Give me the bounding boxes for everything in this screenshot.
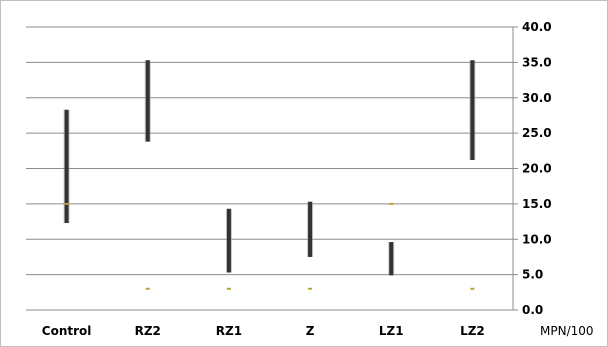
category-label: Z	[306, 324, 315, 338]
category-label: Control	[42, 324, 92, 338]
range-bar	[145, 60, 150, 142]
category-label: RZ2	[135, 324, 161, 338]
y-tick-label: 25.0	[522, 126, 552, 140]
y-tick-labels: 0.0 5.0 10.0 15.0 20.0 25.0 30.0 35.0 40.0	[522, 20, 552, 317]
marker-point	[226, 287, 231, 290]
y-tick-label: 35.0	[522, 55, 552, 69]
category-label: LZ2	[460, 324, 485, 338]
range-bar	[389, 242, 394, 276]
y-tick-label: 10.0	[522, 232, 552, 246]
y-axis	[512, 26, 518, 311]
y-tick-label: 0.0	[522, 303, 543, 317]
range-bar	[64, 109, 69, 223]
range-bar	[308, 201, 313, 257]
category-labels: Control RZ2 RZ1 Z LZ1 LZ2	[42, 324, 485, 338]
y-tick-label: 15.0	[522, 197, 552, 211]
gridlines	[26, 26, 513, 311]
marker-point	[470, 287, 475, 290]
y-tick-label: 20.0	[522, 162, 552, 176]
y-tick-label: 30.0	[522, 91, 552, 105]
category-label: RZ1	[216, 324, 242, 338]
marker-point	[389, 202, 394, 205]
marker-point	[308, 287, 313, 290]
y-tick-label: 40.0	[522, 20, 552, 34]
marker-points	[64, 202, 475, 290]
y-tick-label: 5.0	[522, 268, 543, 282]
marker-point	[145, 287, 150, 290]
range-bar	[470, 60, 475, 161]
category-label: LZ1	[379, 324, 404, 338]
y-axis-unit-label: MPN/100	[540, 324, 594, 338]
range-bar	[226, 208, 231, 273]
marker-point	[64, 202, 69, 205]
range-bars	[63, 60, 476, 276]
